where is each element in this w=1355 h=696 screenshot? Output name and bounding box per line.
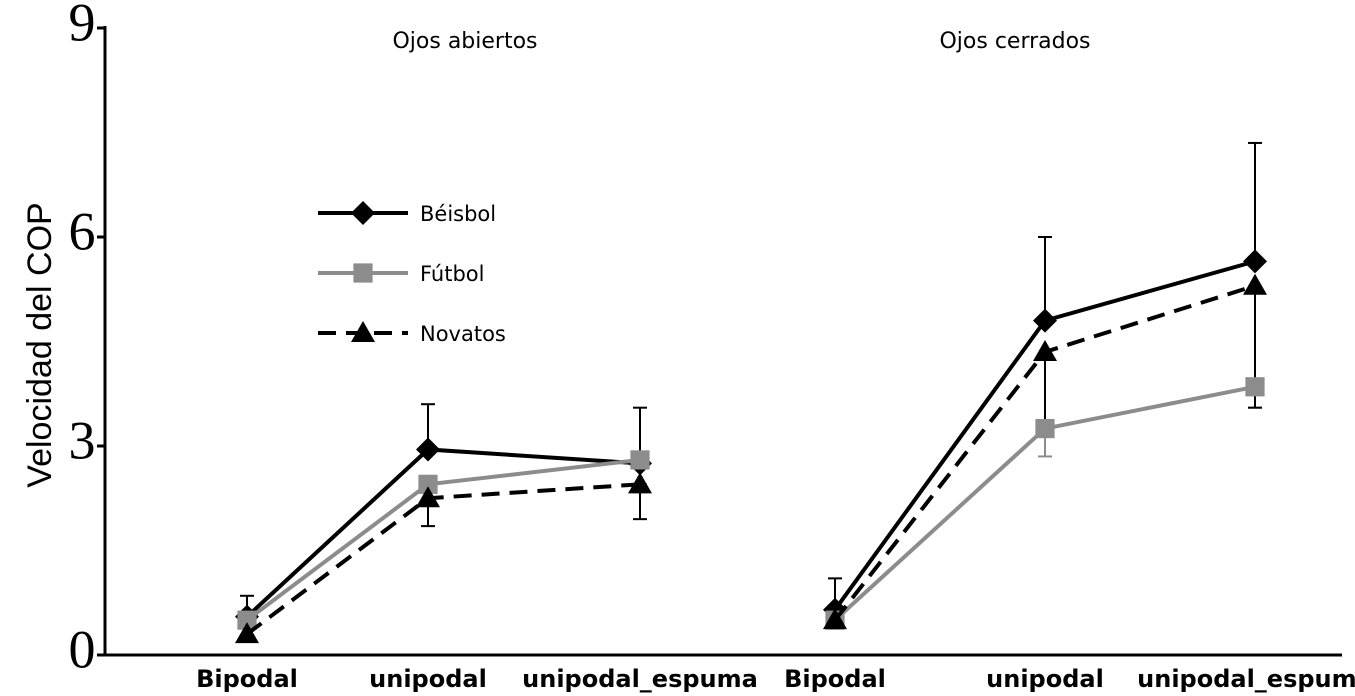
marker [630,450,650,470]
marker [1033,339,1057,361]
legend-label: Fútbol [420,262,485,286]
marker [628,472,652,494]
legend-label: Novatos [420,322,506,346]
marker [1243,249,1267,274]
y-tick-label: 0 [69,619,96,679]
marker [1245,377,1265,397]
series-line [245,482,641,636]
legend-marker [351,321,375,342]
group-title: Ojos abiertos [392,29,537,54]
y-tick-label: 6 [69,201,96,261]
legend-marker [353,263,373,283]
x-tick-label: Bipodal [196,665,298,693]
group-title: Ojos cerrados [939,29,1090,54]
x-tick-label: unipodal [986,665,1104,693]
marker [1035,418,1055,439]
y-axis-label: Velocidad del COP [21,202,59,487]
marker [235,622,259,644]
marker [823,608,847,630]
marker [1243,273,1267,295]
series-line [245,457,641,622]
x-tick-label: unipodal [369,665,487,693]
marker [1033,308,1057,333]
marker [237,610,257,630]
x-tick-label: Bipodal [784,665,886,693]
marker [418,474,438,494]
y-tick-label: 3 [69,410,96,470]
legend-label: Béisbol [420,202,496,226]
marker [416,486,440,508]
x-tick-label: unipodal_espuma [522,665,758,693]
y-tick-label: 9 [69,0,96,52]
legend-marker [351,201,375,225]
marker [416,437,440,462]
x-tick-label: unipodal_espuma [1137,665,1355,693]
